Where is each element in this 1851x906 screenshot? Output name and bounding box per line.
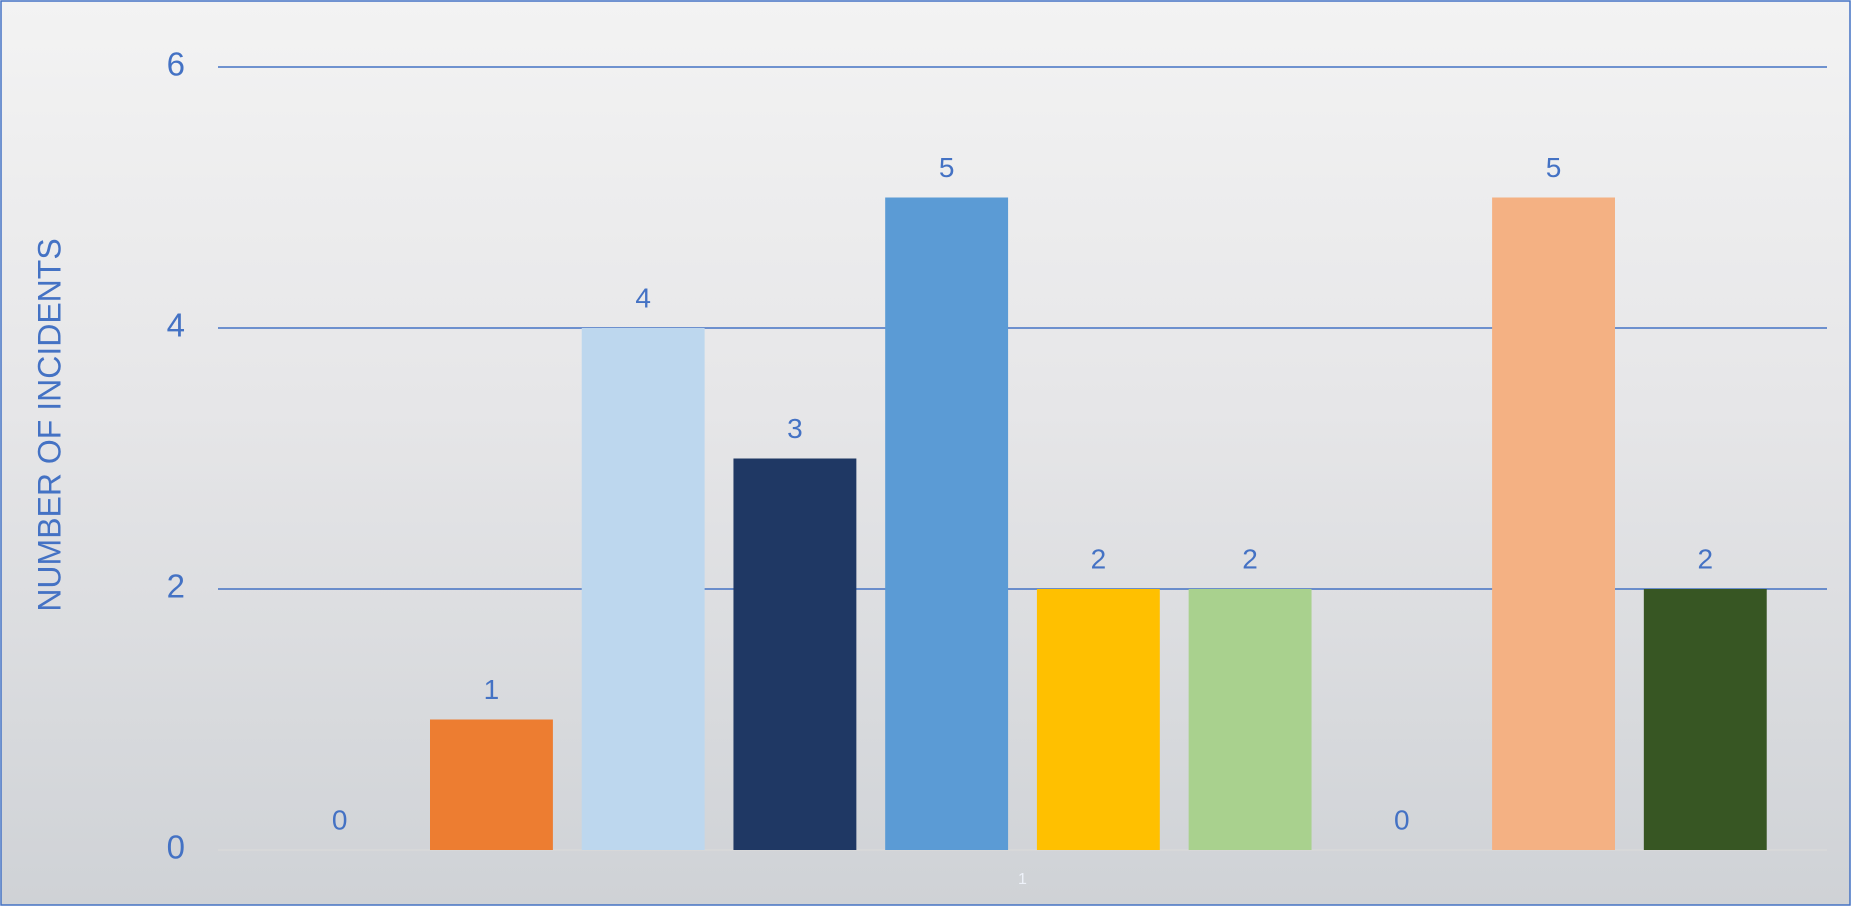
bar bbox=[733, 458, 857, 850]
x-tick-label: 1 bbox=[1018, 871, 1027, 888]
value-label: 2 bbox=[1242, 543, 1258, 574]
bar bbox=[1036, 589, 1160, 850]
value-label: 5 bbox=[1546, 152, 1562, 183]
value-label: 2 bbox=[1091, 543, 1107, 574]
y-axis-title: NUMBER OF INCIDENTS bbox=[31, 238, 67, 611]
bar bbox=[1492, 197, 1616, 850]
y-tick-label: 4 bbox=[167, 307, 185, 344]
bar bbox=[429, 719, 553, 850]
value-label: 0 bbox=[1394, 804, 1410, 835]
y-tick-label: 0 bbox=[167, 829, 185, 866]
y-tick-label: 6 bbox=[167, 46, 185, 83]
y-tick-label: 2 bbox=[167, 568, 185, 605]
bar bbox=[1188, 589, 1312, 850]
value-label: 0 bbox=[332, 804, 348, 835]
value-label: 5 bbox=[939, 152, 955, 183]
value-label: 3 bbox=[787, 413, 803, 444]
bar bbox=[885, 197, 1009, 850]
bar bbox=[581, 328, 705, 850]
value-label: 1 bbox=[484, 674, 500, 705]
value-label: 4 bbox=[635, 282, 651, 313]
value-label: 2 bbox=[1697, 543, 1713, 574]
bar bbox=[1643, 589, 1767, 850]
